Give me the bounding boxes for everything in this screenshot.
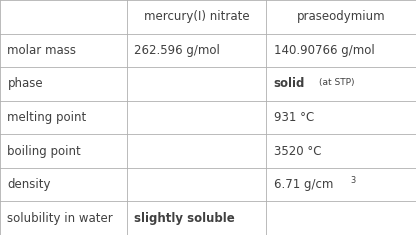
Text: 140.90766 g/mol: 140.90766 g/mol <box>274 44 374 57</box>
Text: boiling point: boiling point <box>7 145 81 158</box>
Text: solubility in water: solubility in water <box>7 212 113 225</box>
Text: 262.596 g/mol: 262.596 g/mol <box>134 44 220 57</box>
Text: 3: 3 <box>350 176 356 185</box>
Text: praseodymium: praseodymium <box>297 10 386 23</box>
Text: mercury(I) nitrate: mercury(I) nitrate <box>144 10 249 23</box>
Text: (at STP): (at STP) <box>319 78 355 87</box>
Text: density: density <box>7 178 51 191</box>
Text: melting point: melting point <box>7 111 87 124</box>
Text: phase: phase <box>7 77 43 90</box>
Text: 6.71 g/cm: 6.71 g/cm <box>274 178 333 191</box>
Text: molar mass: molar mass <box>7 44 77 57</box>
Text: solid: solid <box>274 77 305 90</box>
Text: slightly soluble: slightly soluble <box>134 212 235 225</box>
Text: 3520 °C: 3520 °C <box>274 145 321 158</box>
Text: 931 °C: 931 °C <box>274 111 314 124</box>
